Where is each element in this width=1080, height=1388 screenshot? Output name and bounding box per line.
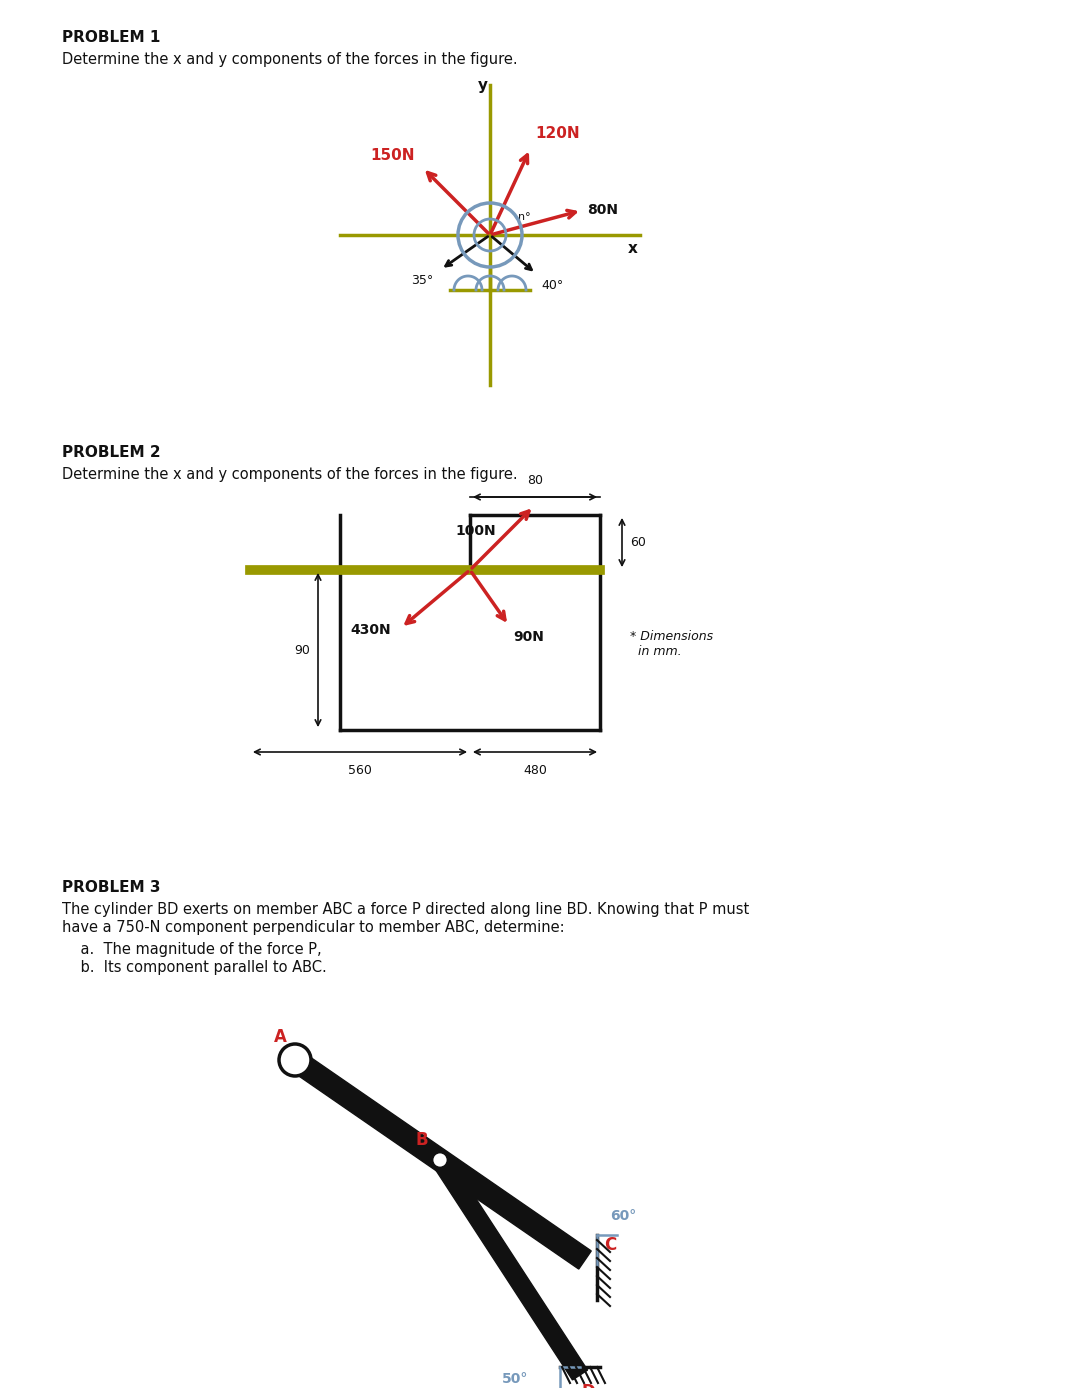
Text: b.  Its component parallel to ABC.: b. Its component parallel to ABC. xyxy=(62,960,327,974)
Polygon shape xyxy=(432,1155,588,1380)
Text: 150N: 150N xyxy=(370,149,415,162)
Text: 120N: 120N xyxy=(536,126,580,142)
Text: 90: 90 xyxy=(294,644,310,657)
Text: 480: 480 xyxy=(523,763,546,777)
Text: 80N: 80N xyxy=(586,204,618,218)
Text: 90N: 90N xyxy=(514,630,544,644)
Text: C: C xyxy=(604,1235,616,1253)
Text: Determine the x and y components of the forces in the figure.: Determine the x and y components of the … xyxy=(62,466,517,482)
Text: 50°: 50° xyxy=(502,1371,528,1387)
Text: have a 750-N component perpendicular to member ABC, determine:: have a 750-N component perpendicular to … xyxy=(62,920,565,936)
Text: x: x xyxy=(627,242,638,255)
Circle shape xyxy=(279,1044,311,1076)
Text: PROBLEM 2: PROBLEM 2 xyxy=(62,446,161,459)
Text: Determine the x and y components of the forces in the figure.: Determine the x and y components of the … xyxy=(62,51,517,67)
Text: B: B xyxy=(416,1131,429,1149)
Text: 100N: 100N xyxy=(455,525,496,539)
Text: 60°: 60° xyxy=(610,1209,636,1223)
Text: PROBLEM 1: PROBLEM 1 xyxy=(62,31,160,44)
Text: The cylinder BD exerts on member ABC a force P directed along line BD. Knowing t: The cylinder BD exerts on member ABC a f… xyxy=(62,902,750,917)
Text: 430N: 430N xyxy=(350,623,391,637)
Text: 60: 60 xyxy=(630,536,646,548)
Polygon shape xyxy=(288,1051,591,1269)
Text: A: A xyxy=(273,1029,286,1047)
Text: * Dimensions
  in mm.: * Dimensions in mm. xyxy=(630,630,713,658)
Text: 40°: 40° xyxy=(541,279,563,291)
Text: 80: 80 xyxy=(527,473,543,487)
Text: 35°: 35° xyxy=(410,275,433,287)
Text: D: D xyxy=(581,1382,595,1388)
Circle shape xyxy=(432,1152,448,1167)
Text: PROBLEM 3: PROBLEM 3 xyxy=(62,880,161,895)
Text: 560: 560 xyxy=(348,763,372,777)
Text: y: y xyxy=(478,78,488,93)
Text: n°: n° xyxy=(518,212,530,222)
Text: a.  The magnitude of the force P,: a. The magnitude of the force P, xyxy=(62,942,322,956)
